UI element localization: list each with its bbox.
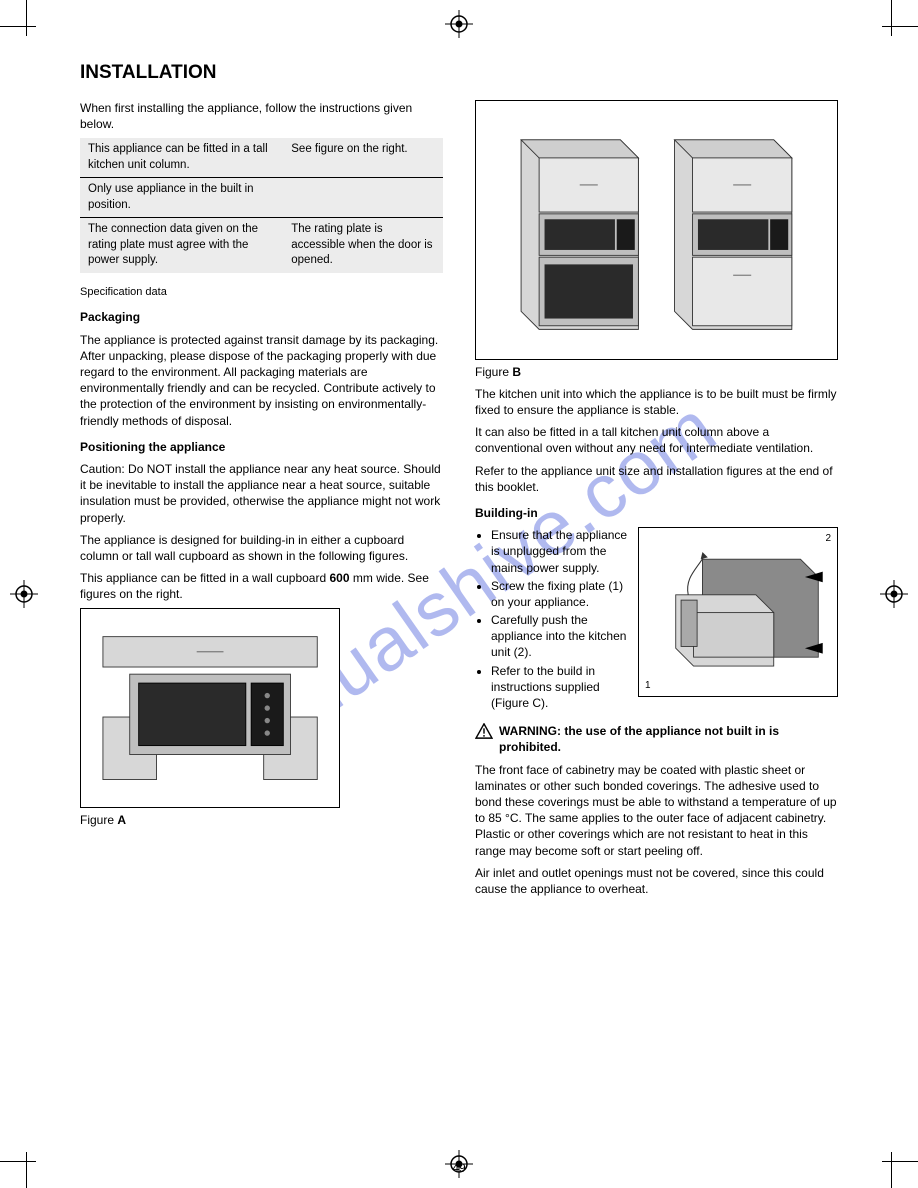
spec-cell: The rating plate is accessible when the … xyxy=(283,218,443,273)
figure-c-illustration xyxy=(649,537,827,688)
crop-mark xyxy=(0,26,36,27)
positioning-p3-prefix: This appliance can be fitted in a wall c… xyxy=(80,571,330,585)
warning-label: WARNING: xyxy=(499,724,561,738)
left-column: When first installing the appliance, fol… xyxy=(80,100,443,903)
table-row: The connection data given on the rating … xyxy=(80,218,443,273)
figure-c-label-1: 1 xyxy=(645,679,651,693)
figure-a-illustration xyxy=(94,619,326,797)
figure-a-caption-prefix: Figure xyxy=(80,813,117,827)
figure-b-caption-prefix: Figure xyxy=(475,365,512,379)
spec-cell: Only use appliance in the built in posit… xyxy=(80,178,283,218)
right-p-refer: Refer to the appliance unit size and ins… xyxy=(475,463,838,495)
figure-b-caption-bold: B xyxy=(512,365,521,379)
registration-mark-icon xyxy=(445,10,473,38)
spec-cell xyxy=(283,178,443,218)
positioning-heading: Positioning the appliance xyxy=(80,439,443,455)
spec-cell: This appliance can be fitted in a tall k… xyxy=(80,138,283,178)
intro-paragraph: When first installing the appliance, fol… xyxy=(80,100,443,132)
figure-c-label-2: 2 xyxy=(825,532,831,546)
figure-b-illustration xyxy=(494,114,819,346)
figure-a-box xyxy=(80,608,340,808)
crop-mark xyxy=(0,1161,36,1162)
positioning-p1: Caution: Do NOT install the appliance ne… xyxy=(80,461,443,526)
after-text-1: The front face of cabinetry may be coate… xyxy=(475,762,838,859)
spec-cell: See figure on the right. xyxy=(283,138,443,178)
crop-mark xyxy=(26,0,27,36)
page-root: manualshive.com INSTALLATION When first … xyxy=(0,0,918,1188)
crop-mark xyxy=(891,0,892,36)
figure-b-caption: Figure B xyxy=(475,364,838,380)
figure-a-caption: Figure A xyxy=(80,812,443,828)
crop-mark xyxy=(26,1152,27,1188)
section-heading: INSTALLATION xyxy=(80,60,838,86)
warning-row: WARNING: the use of the appliance not bu… xyxy=(475,723,838,755)
spec-cell: The connection data given on the rating … xyxy=(80,218,283,273)
content-area: INSTALLATION When first installing the a… xyxy=(80,60,838,1128)
right-p-column: It can also be fitted in a tall kitchen … xyxy=(475,424,838,456)
crop-mark xyxy=(882,26,918,27)
spec-table: This appliance can be fitted in a tall k… xyxy=(80,138,443,273)
table-row: Only use appliance in the built in posit… xyxy=(80,178,443,218)
right-column: Figure B The kitchen unit into which the… xyxy=(475,100,838,903)
registration-mark-icon xyxy=(880,580,908,608)
packaging-body: The appliance is protected against trans… xyxy=(80,332,443,429)
positioning-p2: The appliance is designed for building-i… xyxy=(80,532,443,564)
packaging-heading: Packaging xyxy=(80,309,443,325)
registration-mark-icon xyxy=(10,580,38,608)
positioning-p3-bold: 600 xyxy=(330,571,350,585)
spec-note: Specification data xyxy=(80,285,443,300)
building-heading: Building-in xyxy=(475,505,838,521)
page-number: 49 xyxy=(452,1160,465,1176)
building-block: 2 1 Ensure that the appliance is unplugg… xyxy=(475,527,838,717)
right-p-units: The kitchen unit into which the applianc… xyxy=(475,386,838,418)
table-row: This appliance can be fitted in a tall k… xyxy=(80,138,443,178)
warning-icon xyxy=(475,723,493,739)
warning-text: WARNING: the use of the appliance not bu… xyxy=(499,723,838,755)
crop-mark xyxy=(882,1161,918,1162)
positioning-p3: This appliance can be fitted in a wall c… xyxy=(80,570,443,602)
figure-b-box xyxy=(475,100,838,360)
after-text-2: Air inlet and outlet openings must not b… xyxy=(475,865,838,897)
figure-a-caption-bold: A xyxy=(117,813,126,827)
crop-mark xyxy=(891,1152,892,1188)
figure-c-box: 2 1 xyxy=(638,527,838,697)
